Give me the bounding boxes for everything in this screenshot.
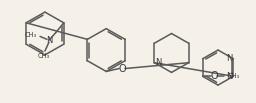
- Text: CH₃: CH₃: [38, 53, 50, 59]
- Text: N: N: [226, 72, 232, 81]
- Text: N: N: [226, 54, 232, 63]
- Text: O: O: [118, 64, 126, 74]
- Text: N: N: [155, 58, 162, 67]
- Text: N: N: [46, 36, 52, 45]
- Text: CH₃: CH₃: [227, 73, 239, 79]
- Text: CH₃: CH₃: [25, 32, 37, 38]
- Text: O: O: [211, 71, 218, 81]
